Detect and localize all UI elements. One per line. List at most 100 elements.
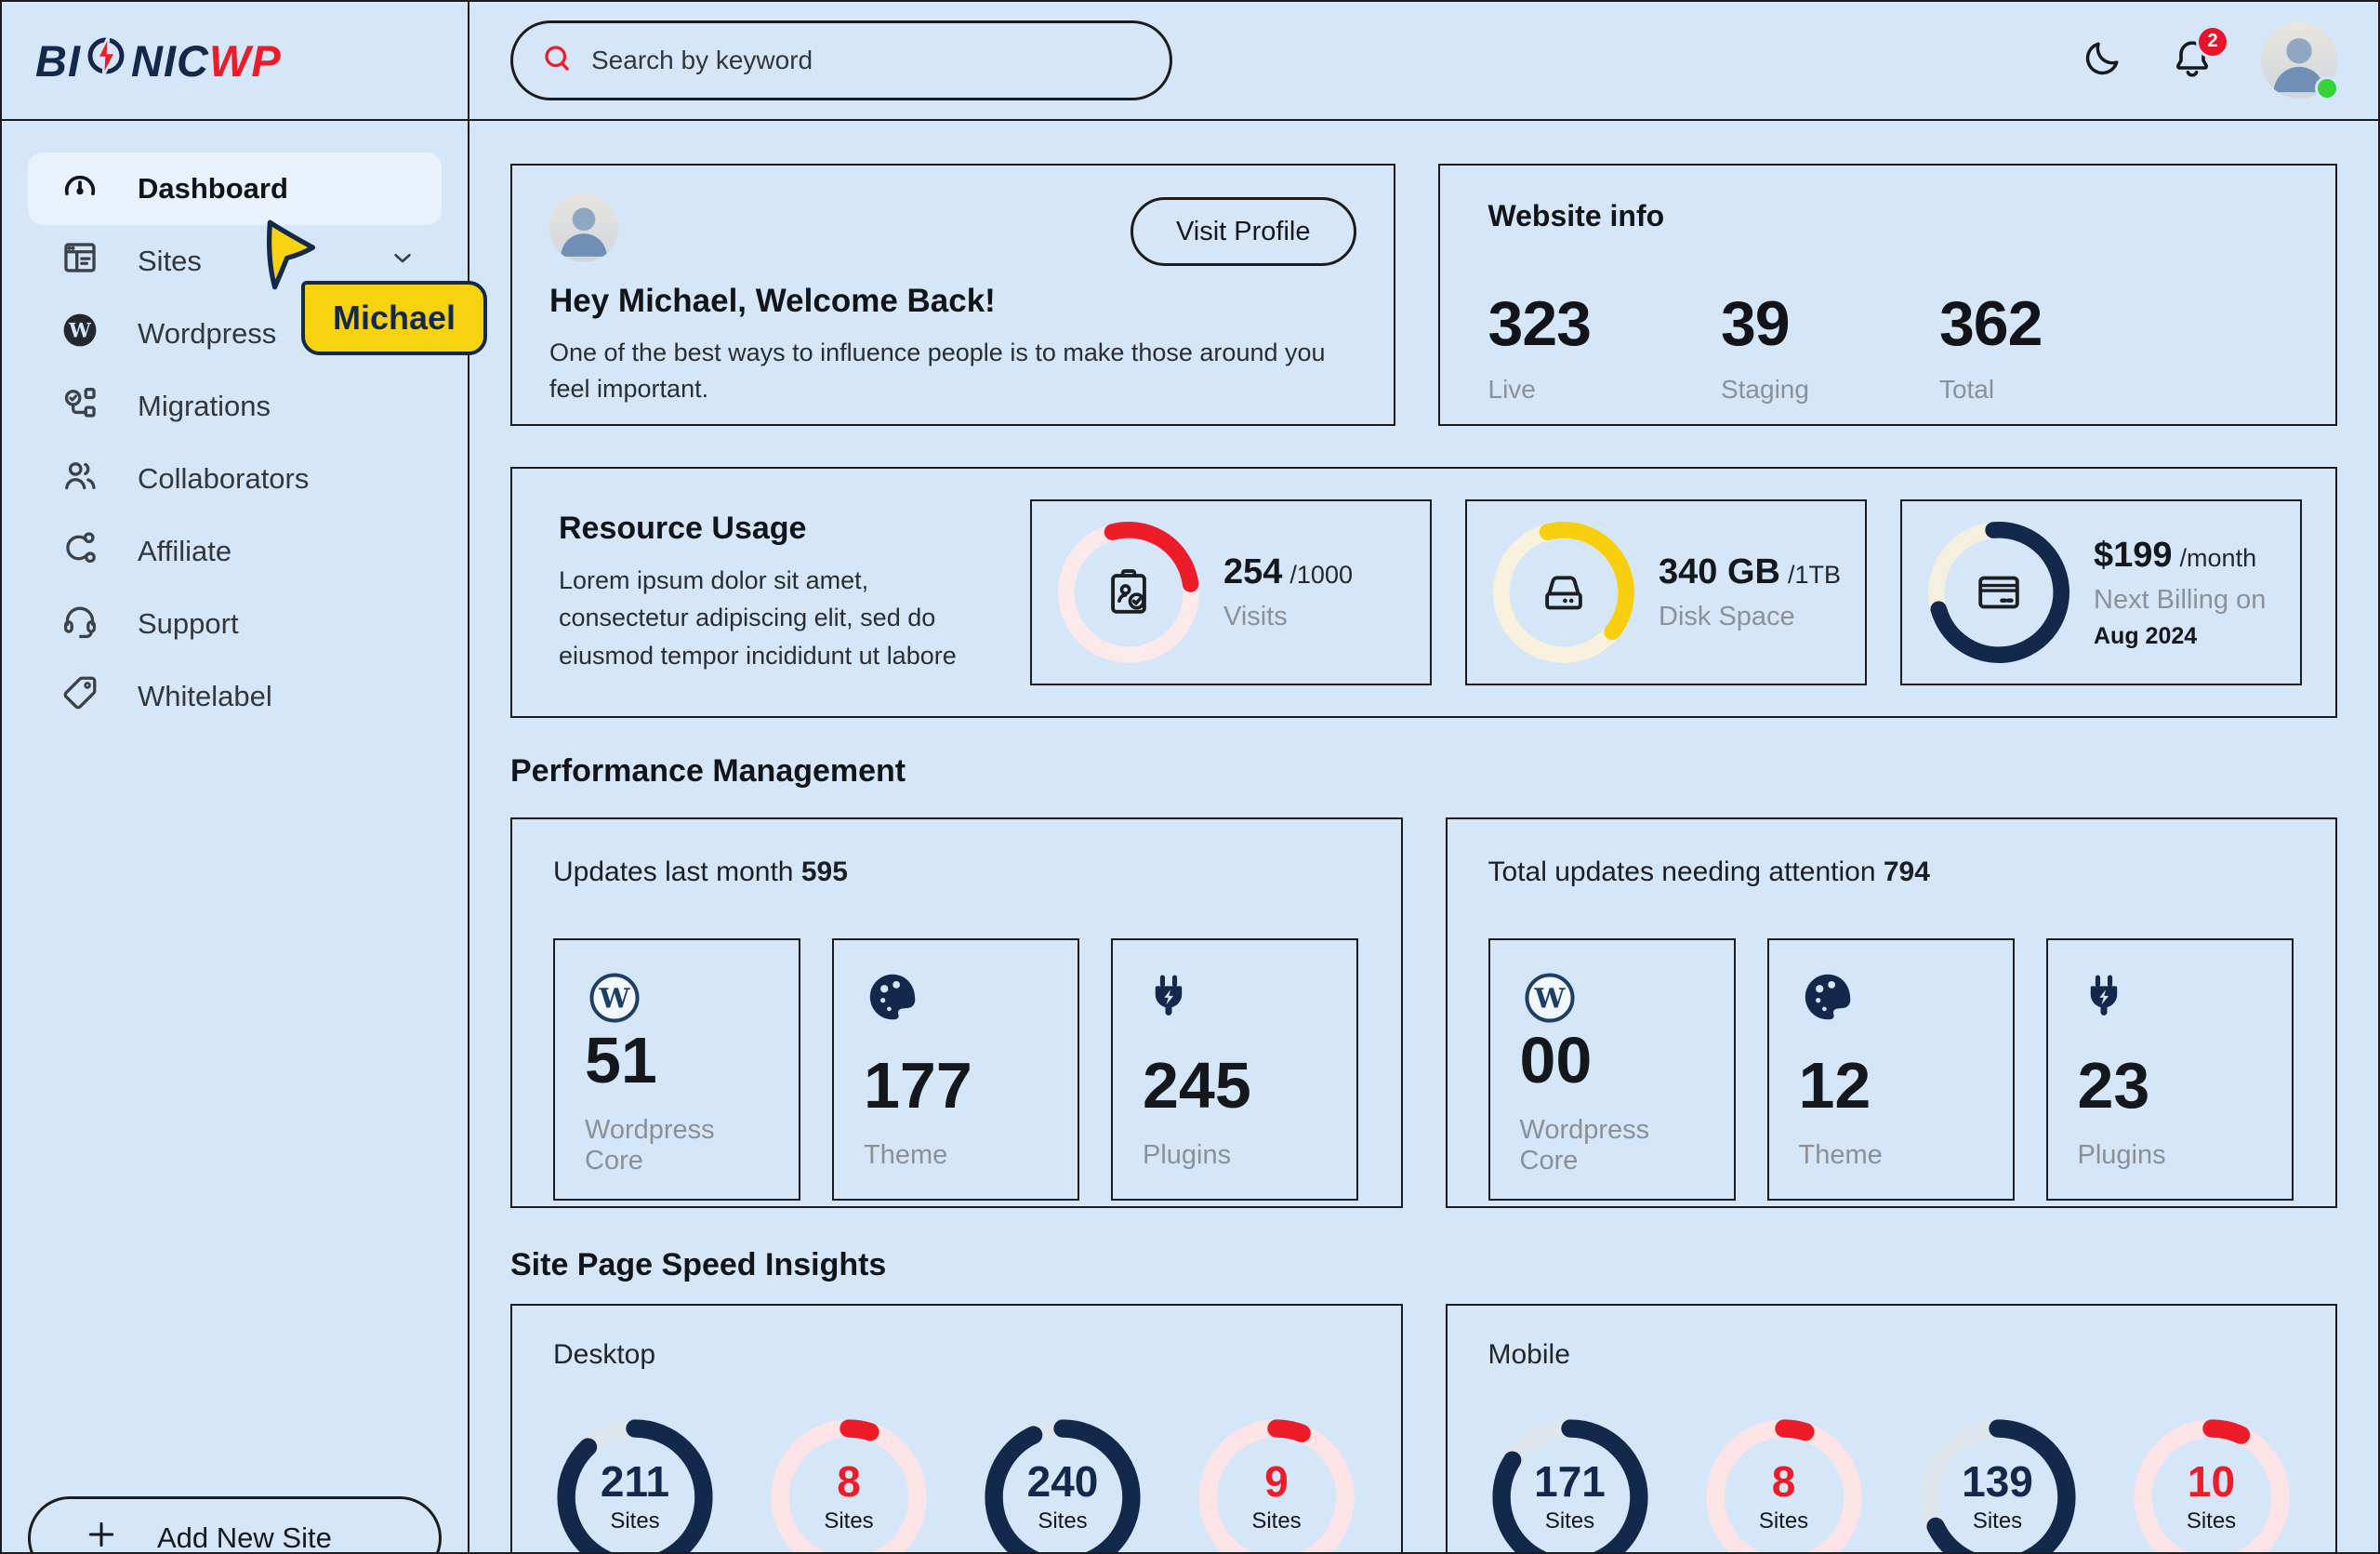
updates-attention-title: Total updates needing attention 794 — [1488, 857, 2295, 888]
welcome-title: Hey Michael, Welcome Back! — [549, 283, 996, 319]
website-info-card: Website info 323 Live 39 Staging 362 Tot — [1437, 164, 2337, 426]
welcome-subtitle: One of the best ways to influence people… — [549, 339, 1326, 404]
sidebar-item-label: Dashboard — [138, 172, 288, 205]
add-new-site-label: Add New Site — [157, 1521, 332, 1554]
billing-gauge-text: $199 /month Next Billing on Aug 2024 — [2094, 536, 2266, 650]
resource-usage-card: Resource Usage Lorem ipsum dolor sit ame… — [510, 467, 2337, 718]
subcard-label: Plugins — [1143, 1140, 1232, 1170]
wordpress-logo-icon: W — [1520, 968, 1704, 1028]
ring-label: Sites — [1038, 1508, 1088, 1534]
sidebar-item-label: Migrations — [138, 390, 271, 422]
logo-text: NIC — [131, 35, 209, 86]
stat-label: Total — [1938, 375, 1995, 404]
speed-ring: 9 Sites — [1195, 1415, 1358, 1552]
top-icons: 2 — [2081, 22, 2339, 100]
stat-total: 362 Total — [1938, 287, 2043, 405]
speed-ring: 8 Sites — [1702, 1415, 1866, 1552]
wordpress-logo-icon: W — [585, 968, 769, 1028]
logo-text: WP — [208, 35, 282, 86]
mobile-speed-card: Mobile 171 Sites 8 Sites — [1445, 1304, 2337, 1552]
sites-icon — [60, 237, 100, 286]
speed-ring: 171 Sites — [1488, 1415, 1652, 1552]
search-icon — [541, 42, 575, 80]
wordpress-icon: W — [60, 310, 100, 358]
ring-label: Sites — [610, 1508, 660, 1534]
speed-ring: 10 Sites — [2130, 1415, 2294, 1552]
avatar-photo — [2261, 22, 2337, 99]
sidebar-item-label: Sites — [138, 245, 202, 277]
sidebar-item-whitelabel[interactable]: Whitelabel — [28, 660, 442, 733]
sidebar-item-dashboard[interactable]: Dashboard — [28, 153, 442, 225]
credit-card-icon — [1924, 518, 2073, 667]
sidebar-item-migrations[interactable]: Migrations — [28, 370, 442, 443]
top-bar-main: 2 — [469, 2, 2378, 119]
mobile-title: Mobile — [1488, 1339, 1570, 1370]
ring-value: 8 — [1771, 1457, 1796, 1506]
whitelabel-tag-icon — [60, 672, 100, 721]
welcome-avatar — [549, 193, 618, 262]
plug-icon — [2078, 968, 2262, 1033]
logo-text: BI — [35, 35, 81, 86]
ring-value: 171 — [1534, 1457, 1606, 1506]
ring-value: 240 — [1026, 1457, 1099, 1506]
subcard-label: Plugins — [2077, 1140, 2166, 1170]
add-new-site-button[interactable]: Add New Site — [28, 1496, 442, 1554]
affiliate-icon — [60, 527, 100, 576]
visits-limit: /1000 — [1289, 561, 1353, 589]
chevron-down-icon[interactable] — [388, 243, 417, 280]
sidebar-item-collaborators[interactable]: Collaborators — [28, 443, 442, 515]
sidebar-item-wordpress[interactable]: W Wordpress — [28, 298, 442, 370]
ring-label: Sites — [2186, 1508, 2237, 1534]
clipboard-check-icon — [1054, 518, 1203, 667]
disk-space-label: Disk Space — [1659, 602, 1795, 631]
ring-label: Sites — [1544, 1508, 1595, 1534]
website-info-title: Website info — [1488, 199, 1665, 232]
speed-ring: 211 Sites — [553, 1415, 717, 1552]
resource-gauges: 254 /1000 Visits — [1030, 499, 2302, 685]
stat-value: 39 — [1720, 288, 1791, 359]
visits-gauge-text: 254 /1000 Visits — [1223, 552, 1353, 632]
plug-icon — [1143, 968, 1327, 1033]
ring-label: Sites — [1972, 1508, 2023, 1534]
speed-ring: 8 Sites — [767, 1415, 931, 1552]
ring-value: 8 — [837, 1457, 861, 1506]
user-avatar[interactable] — [2261, 22, 2339, 100]
disk-space-limit: /1TB — [1787, 561, 1841, 589]
visit-profile-button[interactable]: Visit Profile — [1130, 197, 1356, 266]
dark-mode-toggle[interactable] — [2081, 37, 2123, 85]
resource-usage-title: Resource Usage — [559, 510, 807, 546]
notifications-button[interactable]: 2 — [2170, 24, 2229, 86]
disk-space-gauge-ring — [1489, 518, 1638, 667]
palette-icon — [864, 968, 1048, 1033]
subcard-value: 177 — [864, 1049, 972, 1122]
svg-text:W: W — [68, 319, 91, 342]
performance-heading: Performance Management — [510, 753, 906, 789]
disk-space-value: 340 GB — [1659, 552, 1780, 591]
sidebar-item-sites[interactable]: Sites — [28, 225, 442, 298]
ring-value: 211 — [600, 1457, 670, 1506]
welcome-card: Visit Profile Hey Michael, Welcome Back!… — [510, 164, 1395, 426]
palette-icon — [1799, 968, 1983, 1033]
ring-value: 139 — [1962, 1457, 2033, 1506]
main-content: Visit Profile Hey Michael, Welcome Back!… — [469, 121, 2378, 1552]
sidebar-item-label: Affiliate — [138, 535, 232, 567]
updates-last-month-card: Updates last month 595 W 51 Wordpress Co… — [510, 817, 1403, 1208]
plugins-subcard: 245 Plugins — [1111, 938, 1358, 1201]
sidebar-item-support[interactable]: Support — [28, 588, 442, 660]
desktop-title: Desktop — [553, 1339, 656, 1370]
billing-value: $199 — [2094, 535, 2173, 575]
sidebar-item-affiliate[interactable]: Affiliate — [28, 515, 442, 588]
search-input[interactable] — [591, 46, 1142, 75]
card-title-text: Updates last month — [553, 857, 794, 887]
search-bar[interactable] — [510, 20, 1172, 100]
moon-icon — [2081, 37, 2123, 85]
disk-space-gauge-text: 340 GB /1TB Disk Space — [1659, 552, 1841, 632]
gauge-icon — [60, 165, 100, 213]
stat-label: Live — [1488, 375, 1536, 404]
mobile-rings: 171 Sites 8 Sites 139 — [1488, 1415, 2295, 1552]
ring-value: 10 — [2187, 1457, 2236, 1506]
ring-value: 9 — [1264, 1457, 1289, 1506]
subcard-value: 245 — [1143, 1049, 1251, 1122]
attention-subcards: W 00 Wordpress Core 12 Theme — [1488, 938, 2295, 1201]
